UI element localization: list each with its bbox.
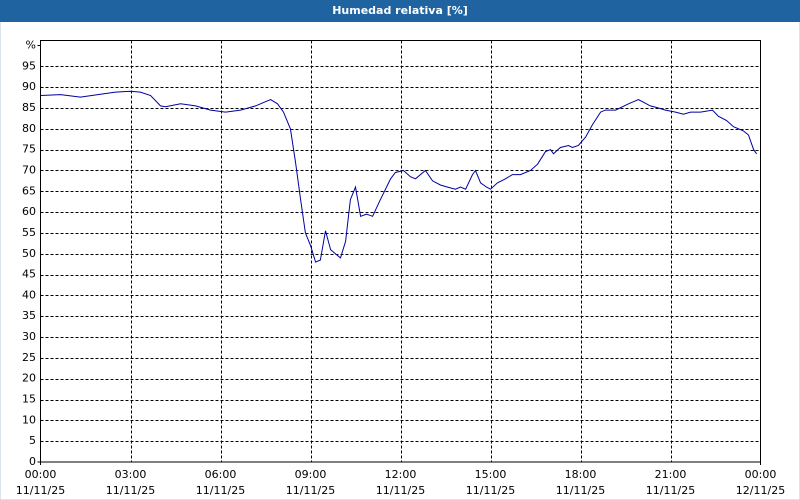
y-tick-label: 55 xyxy=(22,226,36,239)
x-tick-date: 11/11/25 xyxy=(646,484,695,497)
x-tick-date: 11/11/25 xyxy=(556,484,605,497)
y-tick-label: 15 xyxy=(22,393,36,406)
x-tick-label: 00:00 xyxy=(25,468,57,481)
x-tick-date: 11/11/25 xyxy=(106,484,155,497)
x-tick-label: 18:00 xyxy=(565,468,597,481)
y-tick-label: 80 xyxy=(22,122,36,135)
y-tick-label: 95 xyxy=(22,59,36,72)
x-tick-date: 11/11/25 xyxy=(376,484,425,497)
y-tick-label: 65 xyxy=(22,184,36,197)
chart-title: Humedad relativa [%] xyxy=(332,4,468,17)
y-tick-label: 60 xyxy=(22,205,36,218)
x-tick-label: 12:00 xyxy=(385,468,417,481)
y-tick-label: 25 xyxy=(22,351,36,364)
x-tick-label: 06:00 xyxy=(205,468,237,481)
x-tick-label: 09:00 xyxy=(295,468,327,481)
humidity-line xyxy=(40,90,758,263)
y-tick-label: 35 xyxy=(22,309,36,322)
y-tick-label: 50 xyxy=(22,247,36,260)
x-tick-date: 12/11/25 xyxy=(736,484,785,497)
x-tick-date: 11/11/25 xyxy=(196,484,245,497)
x-tick-date: 11/11/25 xyxy=(286,484,335,497)
y-tick-label: 75 xyxy=(22,143,36,156)
x-tick-date: 11/11/25 xyxy=(466,484,515,497)
plot-frame xyxy=(40,40,761,463)
y-tick-label: 45 xyxy=(22,268,36,281)
x-tick-label: 15:00 xyxy=(475,468,507,481)
y-tick-label: 70 xyxy=(22,163,36,176)
x-tick-label: 03:00 xyxy=(115,468,147,481)
y-tick-label: 10 xyxy=(22,413,36,426)
x-tick-label: 00:00 xyxy=(745,468,777,481)
title-bar xyxy=(0,0,800,22)
y-tick-label: 30 xyxy=(22,330,36,343)
x-tick-date: 11/11/25 xyxy=(16,484,65,497)
y-tick-label: % xyxy=(26,39,36,52)
y-tick-label: 85 xyxy=(22,101,36,114)
y-tick-label: 90 xyxy=(22,80,36,93)
y-tick-label: 20 xyxy=(22,372,36,385)
y-tick-label: 0 xyxy=(29,455,36,468)
y-tick-label: 40 xyxy=(22,288,36,301)
y-tick-label: 5 xyxy=(29,434,36,447)
x-tick-label: 21:00 xyxy=(655,468,687,481)
